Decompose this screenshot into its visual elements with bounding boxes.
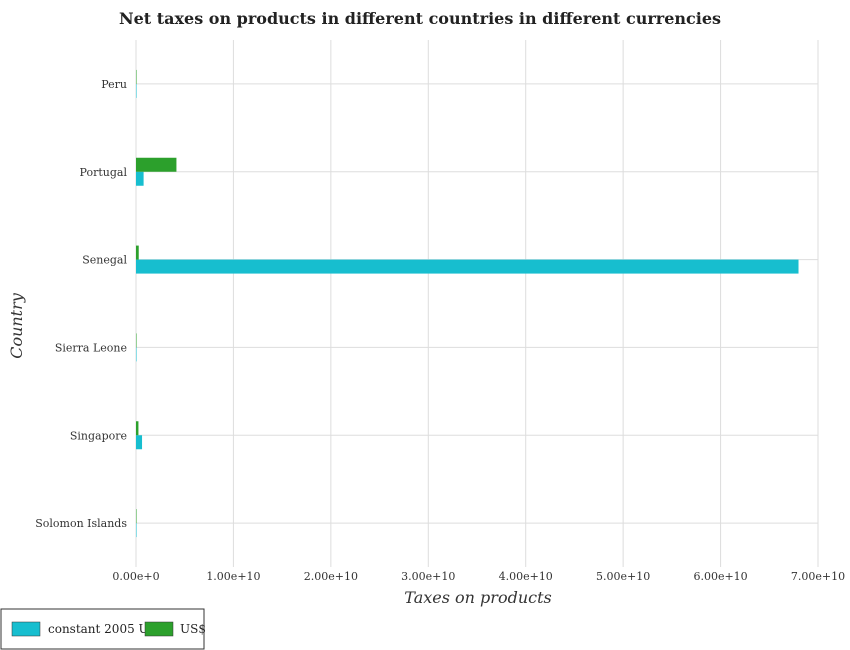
y-axis-label: Country [7, 292, 26, 359]
bar-constant-2005-usd-solomon-islands [136, 523, 137, 538]
x-tick-label-4: 4.00e+10 [499, 570, 553, 583]
x-axis-label: Taxes on products [404, 588, 551, 607]
y-tick-label-3: Sierra Leone [55, 341, 127, 354]
bar-constant-2005-usd-portugal [136, 171, 144, 186]
bar-constant-2005-usd-singapore [136, 435, 143, 450]
y-tick-labels: Peru Portugal Senegal Sierra Leone Singapore… [35, 78, 127, 530]
x-tick-label-5: 5.00e+10 [596, 570, 650, 583]
legend-swatch-constant-2005-usd [11, 621, 41, 637]
legend-label-usd: US$ [180, 622, 206, 636]
x-tick-label-0: 0.00e+0 [112, 570, 159, 583]
grid [135, 40, 819, 567]
legend-label-constant-2005-usd: constant 2005 US$ [48, 622, 165, 636]
y-tick-label-0: Peru [101, 78, 127, 91]
bar-usd-sierra-leone [136, 333, 137, 348]
y-tick-label-4: Singapore [70, 429, 127, 442]
bar-constant-2005-usd-senegal [136, 259, 799, 274]
x-tick-label-7: 7.00e+10 [791, 570, 845, 583]
x-tick-label-1: 1.00e+10 [206, 570, 260, 583]
x-tick-label-3: 3.00e+10 [401, 570, 455, 583]
bar-usd-solomon-islands [136, 509, 137, 524]
bar-constant-2005-usd-sierra-leone [136, 347, 137, 362]
bar-usd-portugal [136, 157, 177, 172]
legend: constant 2005 US$ US$ [0, 608, 206, 650]
bar-usd-peru [136, 69, 137, 84]
x-tick-label-2: 2.00e+10 [304, 570, 358, 583]
bar-usd-senegal [136, 245, 139, 260]
bar-usd-singapore [136, 421, 139, 436]
chart-title: Net taxes on products in different count… [119, 9, 721, 28]
x-tick-labels: 0.00e+0 1.00e+10 2.00e+10 3.00e+10 4.00e+10 5… [112, 570, 845, 583]
legend-swatch-usd [144, 621, 174, 637]
y-tick-label-1: Portugal [80, 166, 128, 179]
x-tick-label-6: 6.00e+10 [693, 570, 747, 583]
y-tick-label-2: Senegal [82, 254, 127, 267]
bars [136, 69, 799, 538]
y-tick-label-5: Solomon Islands [35, 517, 127, 530]
bar-constant-2005-usd-peru [136, 83, 137, 98]
